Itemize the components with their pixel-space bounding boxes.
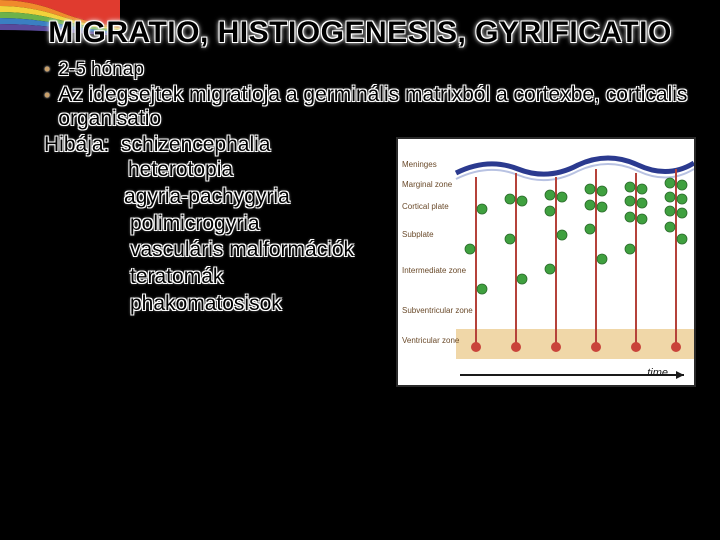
- migration-diagram: Meninges Marginal zone Cortical plate Su…: [396, 137, 696, 387]
- defect-7: phakomatosisok: [130, 291, 384, 318]
- defect-5: vasculáris malformációk: [130, 237, 384, 264]
- layer-label-ventricular: Ventricular zone: [402, 337, 459, 345]
- bullet-2: • Az idegsejtek migratioja a germinális …: [44, 83, 696, 131]
- layer-label-subplate: Subplate: [402, 231, 434, 239]
- slide-title: MIGRATIO, HISTIOGENESIS, GYRIFICATIO: [24, 16, 696, 51]
- bullet-1-text: 2-5 hónap: [58, 59, 144, 81]
- bullet-2-text: Az idegsejtek migratioja a germinális ma…: [58, 83, 696, 131]
- hibaja-line: Hibája: schizencephalia: [44, 133, 384, 157]
- bullet-1: • 2-5 hónap: [44, 59, 696, 81]
- slide-container: MIGRATIO, HISTIOGENESIS, GYRIFICATIO • 2…: [0, 0, 720, 540]
- defect-3: agyria-pachygyria: [124, 184, 384, 211]
- layer-label-marginal: Marginal zone: [402, 181, 452, 189]
- hibaja-label: Hibája:: [44, 133, 109, 156]
- defect-2: heterotopia: [128, 157, 384, 184]
- layer-label-subventricular: Subventricular zone: [402, 307, 473, 315]
- layer-label-meninges: Meninges: [402, 161, 437, 169]
- layer-label-intermediate: Intermediate zone: [402, 267, 466, 275]
- layer-label-cortical: Cortical plate: [402, 203, 449, 211]
- slide-content: • 2-5 hónap • Az idegsejtek migratioja a…: [24, 59, 696, 387]
- bullet-dot-icon: •: [44, 60, 50, 78]
- defects-list: heterotopia agyria-pachygyria polimicrog…: [112, 157, 384, 318]
- bullet-dot-icon: •: [44, 86, 50, 104]
- defect-4: polimicrogyria: [130, 211, 384, 238]
- defect-1: schizencephalia: [121, 133, 270, 156]
- defect-6: teratomák: [130, 264, 384, 291]
- time-axis-label: time: [647, 367, 668, 379]
